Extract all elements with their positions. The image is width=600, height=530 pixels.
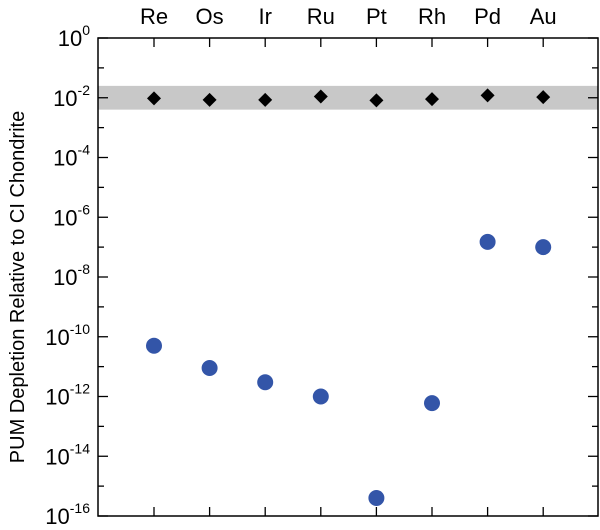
y-tick-label: 10-10 bbox=[45, 321, 90, 350]
diamond-point bbox=[425, 92, 439, 107]
y-tick-label: 10-12 bbox=[45, 381, 90, 410]
y-tick-label: 100 bbox=[58, 22, 90, 51]
plot-frame bbox=[97, 37, 599, 517]
target-band bbox=[98, 85, 598, 110]
y-tick-label: 10-8 bbox=[53, 261, 90, 290]
y-tick-label: 10-4 bbox=[53, 142, 90, 171]
circle-point bbox=[368, 490, 385, 507]
circle-point bbox=[479, 233, 496, 250]
y-tick-label: 10-2 bbox=[53, 82, 90, 111]
axis-ticks bbox=[98, 37, 598, 517]
category-label: Os bbox=[196, 4, 224, 29]
circle-point bbox=[146, 337, 162, 354]
circle-point bbox=[535, 239, 552, 256]
category-label: Rh bbox=[418, 4, 446, 29]
circle-point bbox=[312, 388, 329, 405]
category-labels: Re Os Ir Ru Pt Rh Pd Au bbox=[140, 4, 557, 29]
y-tick-label: 10-14 bbox=[45, 440, 90, 469]
category-label: Pt bbox=[366, 4, 387, 29]
data-points bbox=[146, 88, 552, 507]
diamond-point bbox=[202, 92, 217, 107]
diamond-point bbox=[369, 93, 384, 108]
category-label: Au bbox=[530, 4, 557, 29]
circle-point bbox=[257, 374, 274, 391]
category-label: Re bbox=[140, 4, 168, 29]
diamond-point bbox=[258, 92, 273, 107]
diamond-point bbox=[313, 89, 328, 104]
diamond-point bbox=[480, 88, 495, 103]
category-label: Pd bbox=[474, 4, 501, 29]
y-tick-label: 10-6 bbox=[53, 201, 90, 230]
diamond-point bbox=[536, 90, 551, 105]
circle-point bbox=[424, 395, 440, 412]
category-label: Ir bbox=[258, 4, 271, 29]
y-tick-label: 10-16 bbox=[45, 500, 90, 529]
category-label: Ru bbox=[307, 4, 335, 29]
y-tick-labels: 100 10-2 10-4 10-6 10-8 10-10 10-12 10-14 10-16 bbox=[45, 22, 90, 529]
y-axis-title: PUM Depletion Relative to CI Chondrite bbox=[7, 111, 29, 463]
plot-area bbox=[97, 37, 599, 517]
circle-point bbox=[201, 359, 218, 376]
diamond-point bbox=[147, 91, 161, 106]
